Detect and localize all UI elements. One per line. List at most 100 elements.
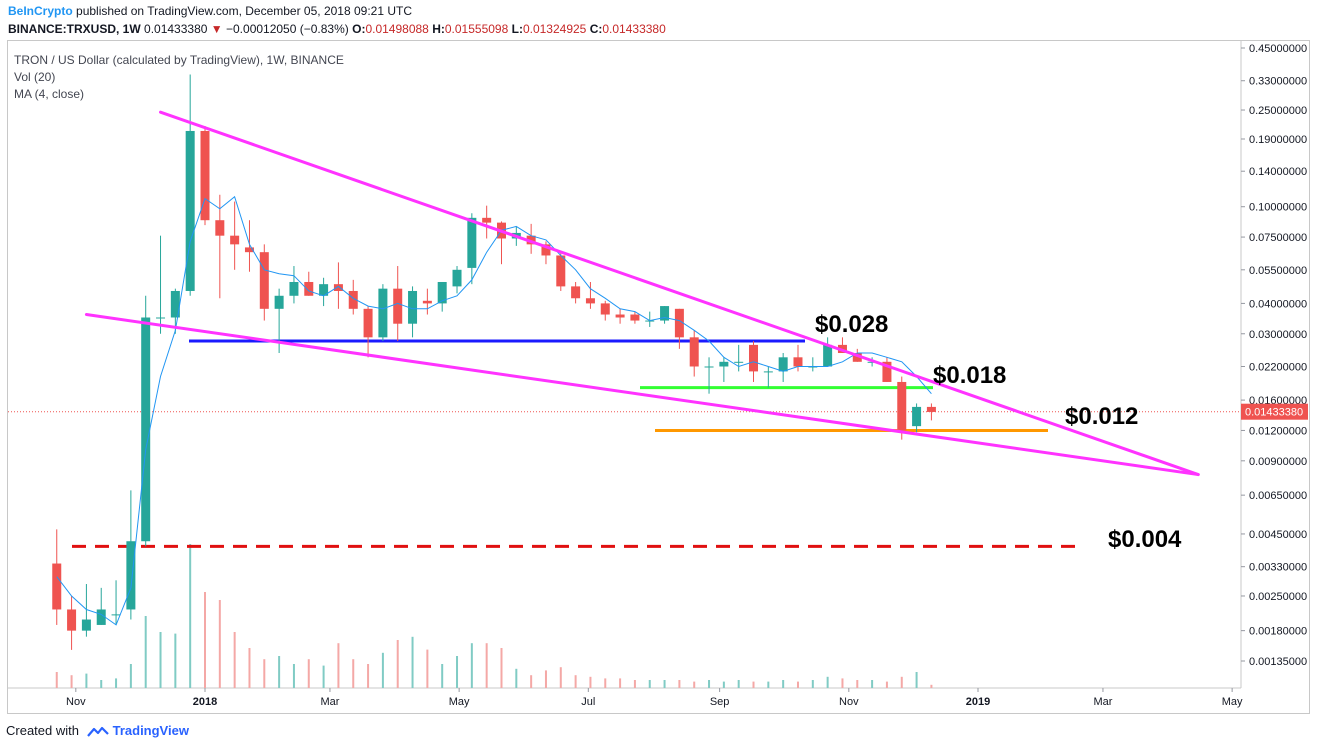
candle-body	[556, 255, 566, 287]
volume-bar	[426, 649, 429, 688]
candle-body	[749, 344, 759, 372]
volume-bar	[663, 680, 666, 688]
candle-body	[274, 295, 284, 309]
brand-label[interactable]: BeInCrypto	[8, 4, 73, 18]
volume-bar	[930, 684, 933, 688]
volume-bar	[678, 680, 681, 688]
volume-bar	[55, 672, 58, 688]
candle-body	[96, 609, 106, 625]
volume-bar	[441, 664, 444, 688]
x-tick-label: May	[1222, 696, 1243, 708]
volume-legend[interactable]: Vol (20)	[14, 70, 56, 84]
volume-bar	[100, 680, 103, 688]
volume-bar	[248, 648, 251, 688]
publish-info: published on TradingView.com, December 0…	[76, 4, 412, 18]
volume-bar	[559, 667, 562, 688]
created-with-label: Created with	[6, 723, 79, 738]
y-tick-label: 0.00900000	[1249, 456, 1307, 468]
candle-body	[585, 298, 595, 304]
ma-line	[56, 195, 932, 626]
level-label: $0.012	[1065, 403, 1138, 430]
y-tick-label: 0.19000000	[1249, 134, 1307, 146]
chart-frame[interactable]	[7, 40, 1310, 714]
volume-bar	[619, 678, 622, 688]
x-tick-label: Mar	[1093, 696, 1112, 708]
volume-bar	[500, 648, 503, 688]
low-label: L:	[511, 22, 523, 36]
x-tick-label: Nov	[839, 696, 859, 708]
volume-bar	[544, 670, 547, 688]
volume-bar	[456, 656, 459, 688]
close-label: C:	[589, 22, 603, 36]
volume-bar	[722, 681, 725, 688]
volume-bar	[233, 632, 236, 688]
candle-body	[259, 252, 269, 309]
y-tick-label: 0.45000000	[1249, 43, 1307, 55]
y-tick-label: 0.07500000	[1249, 232, 1307, 244]
candle-body	[215, 220, 225, 236]
volume-bar	[900, 676, 903, 688]
candle-body	[230, 235, 240, 245]
wedge-trendline[interactable]	[84, 313, 1200, 477]
chart-title: TRON / US Dollar (calculated by TradingV…	[14, 53, 344, 67]
candle-body	[823, 344, 833, 367]
volume-bar	[322, 665, 325, 688]
candle-body	[289, 281, 299, 296]
volume-bar	[470, 643, 473, 688]
volume-bar	[189, 544, 192, 688]
volume-bar	[515, 668, 518, 688]
candle-body	[422, 300, 432, 304]
low-value: 0.01324925	[522, 22, 587, 36]
candle-body	[319, 284, 329, 296]
volume-bar	[263, 659, 266, 688]
candle-body	[926, 406, 936, 412]
candle-body	[600, 303, 610, 315]
down-arrow-icon: ▼	[210, 22, 223, 36]
volume-bar	[633, 680, 636, 688]
y-tick-label: 0.14000000	[1249, 166, 1307, 178]
volume-bar	[292, 664, 295, 688]
tradingview-brand[interactable]: TradingView	[112, 723, 189, 738]
candle-body	[912, 406, 922, 427]
wedge-trendline[interactable]	[159, 110, 1200, 477]
candle-body	[333, 284, 343, 291]
volume-bar	[396, 640, 399, 688]
candle-body	[126, 541, 136, 610]
volume-bar	[367, 664, 370, 688]
candle-body	[200, 130, 210, 221]
candle-body	[630, 314, 640, 321]
volume-bar	[85, 673, 88, 688]
candle-body	[408, 290, 418, 324]
candle-body	[571, 286, 581, 299]
volume-bar	[411, 636, 414, 688]
candle-body	[437, 281, 447, 304]
y-tick-label: 0.00250000	[1249, 591, 1307, 603]
y-tick-label: 0.04000000	[1249, 298, 1307, 310]
volume-bar	[752, 681, 755, 688]
y-tick-label: 0.00450000	[1249, 529, 1307, 541]
volume-bar	[337, 643, 340, 688]
candle-body	[719, 361, 729, 367]
y-tick-label: 0.00135000	[1249, 656, 1307, 668]
change-value: −0.00012050 (−0.83%)	[226, 22, 349, 36]
ma-legend[interactable]: MA (4, close)	[14, 87, 85, 101]
tradingview-logo-icon	[86, 726, 109, 737]
volume-bar	[159, 632, 162, 688]
candle-body	[867, 361, 877, 363]
volume-bar	[648, 680, 651, 688]
high-value: 0.01555098	[444, 22, 509, 36]
candle-body	[763, 371, 773, 373]
volume-bar	[574, 675, 577, 688]
high-label: H:	[432, 22, 445, 36]
candle-body	[897, 381, 907, 431]
volume-bar	[841, 678, 844, 688]
open-value: 0.01498088	[365, 22, 429, 36]
volume-bar	[307, 659, 310, 688]
x-tick-label: Sep	[710, 696, 730, 708]
volume-bar	[915, 672, 918, 688]
candle-body	[81, 619, 91, 631]
volume-bar	[115, 678, 118, 688]
candle-body	[244, 247, 254, 253]
candle-body	[882, 361, 892, 382]
